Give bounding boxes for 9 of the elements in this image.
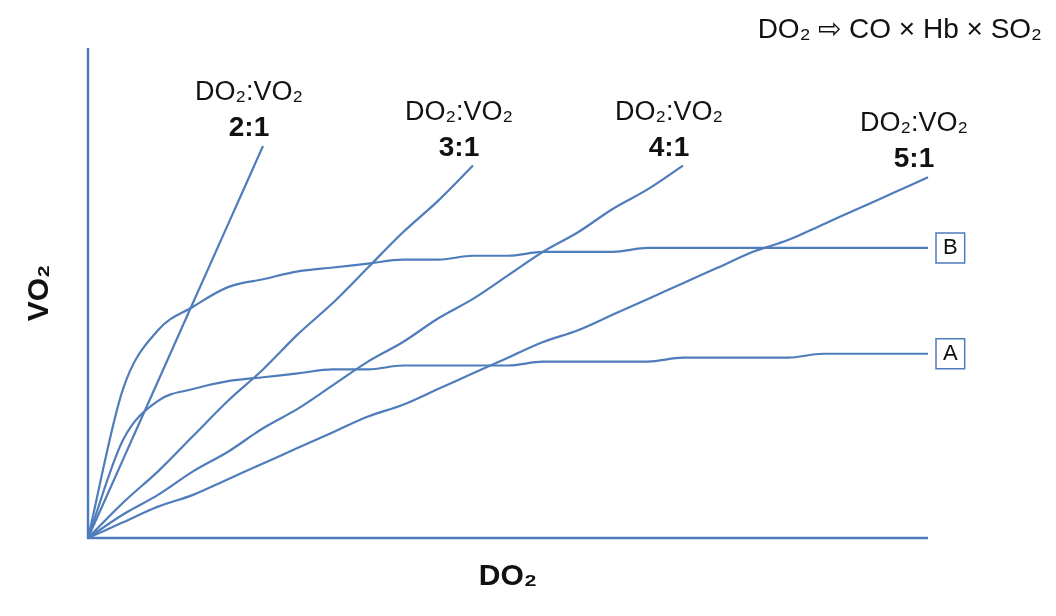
x-axis-title: DO₂ — [478, 558, 538, 592]
series-label: A — [942, 339, 958, 365]
y-axis-title: VO₂ — [21, 264, 55, 322]
series-label: B — [942, 233, 958, 259]
series-label: DO₂:VO₂ 2:1 — [195, 76, 303, 142]
series-label: DO₂:VO₂ 5:1 — [860, 107, 968, 174]
series-label: DO₂:VO₂ 3:1 — [405, 95, 513, 162]
series-label: DO₂:VO₂ 4:1 — [615, 95, 723, 162]
text: DO₂ ⇨ CO × Hb × SO₂ — [757, 12, 1042, 44]
